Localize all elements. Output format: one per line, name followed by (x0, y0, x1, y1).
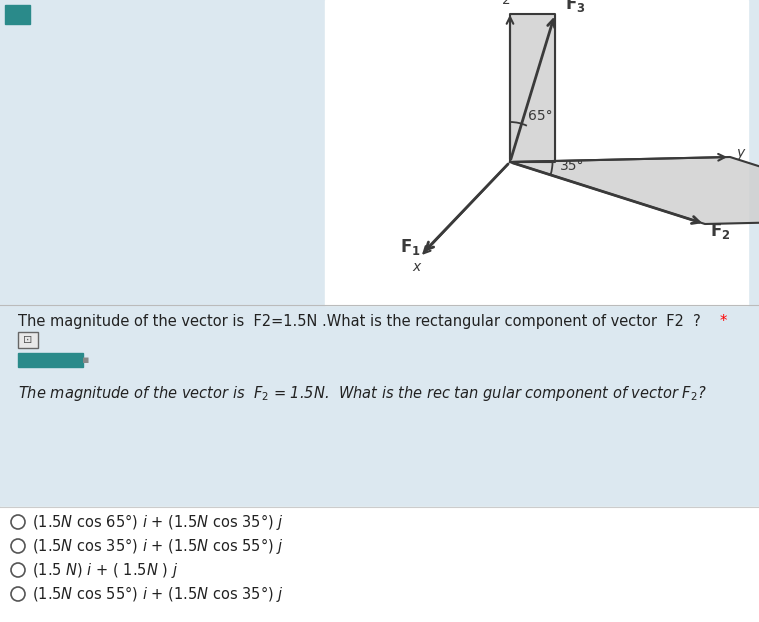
Polygon shape (510, 14, 555, 162)
Bar (325, 0, 748, 305)
Bar (5, 5, 30, 24)
Text: $\mathbf{F_3}$: $\mathbf{F_3}$ (565, 0, 586, 14)
Text: (1.5$N$ cos 55°) $i$ + (1.5$N$ cos 35°) $j$: (1.5$N$ cos 55°) $i$ + (1.5$N$ cos 35°) … (32, 584, 284, 604)
Bar (0, 0, 759, 305)
Bar (0, 305, 759, 507)
Text: 35°: 35° (560, 159, 584, 173)
Bar (0, 507, 759, 622)
Text: z: z (502, 0, 509, 7)
Text: The magnitude of the vector is  F2=1.5N .What is the rectangular component of ve: The magnitude of the vector is F2=1.5N .… (18, 314, 701, 329)
Text: ▪: ▪ (82, 355, 90, 365)
Text: The magnitude of the vector is  $F_2$ = 1.5N.  What is the rec tan gular compone: The magnitude of the vector is $F_2$ = 1… (18, 384, 707, 403)
FancyBboxPatch shape (18, 332, 38, 348)
Text: x: x (412, 260, 420, 274)
Text: $\mathbf{F_1}$: $\mathbf{F_1}$ (400, 237, 420, 257)
Text: (1.5$N$ cos 65°) $i$ + (1.5$N$ cos 35°) $j$: (1.5$N$ cos 65°) $i$ + (1.5$N$ cos 35°) … (32, 512, 284, 532)
Text: (1.5$N$ cos 35°) $i$ + (1.5$N$ cos 55°) $j$: (1.5$N$ cos 35°) $i$ + (1.5$N$ cos 55°) … (32, 536, 284, 556)
Text: $\mathbf{F_2}$: $\mathbf{F_2}$ (710, 221, 730, 241)
Polygon shape (510, 157, 759, 224)
Text: y: y (736, 146, 745, 160)
Text: *: * (720, 314, 727, 329)
Bar (18, 353, 83, 367)
Text: ⊡: ⊡ (24, 335, 33, 345)
Text: (1.5 $N$) $i$ + ( 1.5$N$ ) $j$: (1.5 $N$) $i$ + ( 1.5$N$ ) $j$ (32, 560, 178, 580)
Text: 65°: 65° (528, 109, 553, 123)
